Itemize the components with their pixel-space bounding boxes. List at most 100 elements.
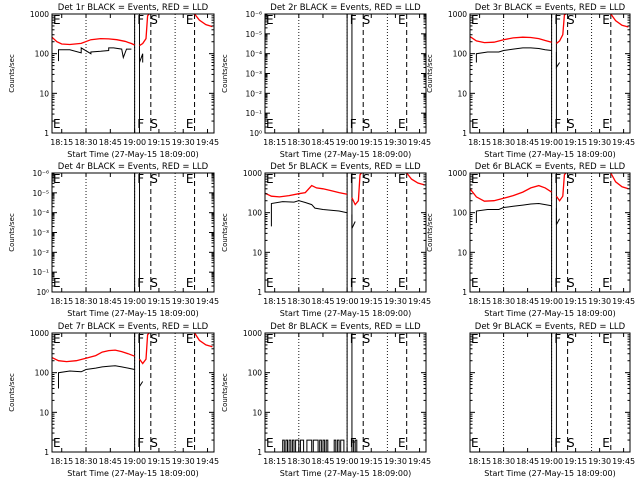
x-tick-label: 19:00: [123, 457, 146, 466]
x-axis-label: Start Time (27-May-15 18:09:00): [67, 309, 198, 318]
event-marker-s: S: [567, 172, 575, 186]
events-series-line: [475, 47, 561, 70]
y-tick-label: 100: [248, 209, 263, 218]
y-tick-label: 10: [457, 89, 467, 98]
plot-frame: [264, 172, 427, 293]
lld-series-line: [51, 13, 213, 47]
event-marker-s: S: [567, 332, 575, 346]
x-tick-label: 19:30: [172, 297, 195, 306]
event-marker-f: F: [554, 117, 561, 131]
panel-title: Det 2r BLACK = Events, RED = LLD: [270, 3, 421, 13]
x-tick-label: 18:30: [74, 138, 97, 147]
y-axis-label: Counts/sec: [8, 54, 16, 93]
x-tick-label: 19:00: [540, 297, 563, 306]
x-tick-label: 19:30: [588, 297, 611, 306]
y-tick-label: 1000: [243, 169, 262, 178]
panel-title: Det 7r BLACK = Events, RED = LLD: [58, 322, 209, 332]
plot-frame: [469, 172, 631, 293]
event-marker-f: F: [350, 13, 357, 27]
x-tick-label: 19:30: [588, 138, 611, 147]
x-tick-label: 19:00: [336, 457, 359, 466]
event-marker-e: E: [471, 436, 479, 450]
event-marker-e: E: [186, 13, 194, 27]
x-tick-label: 18:15: [468, 457, 491, 466]
y-tick-label: 10⁰: [249, 129, 262, 138]
y-tick-label: 10⁻¹: [245, 109, 262, 118]
x-tick-label: 19:00: [540, 457, 563, 466]
event-marker-e: E: [471, 332, 479, 346]
x-axis-label: Start Time (27-May-15 18:09:00): [67, 469, 198, 478]
panel-title: Det 8r BLACK = Events, RED = LLD: [270, 322, 421, 332]
y-tick-label: 10⁻¹: [32, 268, 49, 277]
x-tick-label: 18:30: [287, 138, 310, 147]
y-tick-label: 10⁻³: [32, 229, 49, 238]
panel-det-5: Det 5r BLACK = Events, RED = LLD Start Ti…: [221, 162, 431, 318]
y-axis-label: Counts/sec: [8, 373, 16, 412]
event-marker-f: F: [554, 172, 561, 186]
event-marker-f: F: [554, 13, 561, 27]
event-marker-f: F: [137, 13, 144, 27]
event-marker-e: E: [266, 172, 274, 186]
plot-frame: [51, 332, 215, 453]
x-tick-label: 19:30: [384, 457, 407, 466]
plot-frame: [51, 13, 215, 134]
event-marker-e: E: [186, 117, 194, 131]
y-tick-label: 10⁻²: [32, 248, 49, 257]
event-marker-s: S: [567, 13, 575, 27]
event-marker-e: E: [602, 276, 610, 290]
panel-det-1: Det 1r BLACK = Events, RED = LLD Start Ti…: [8, 3, 219, 159]
y-tick-label: 1000: [448, 169, 467, 178]
event-marker-e: E: [53, 436, 61, 450]
y-tick-label: 1: [257, 288, 262, 297]
y-tick-label: 10: [457, 248, 467, 257]
panel-det-9: Det 9r BLACK = Events, RED = LLD Start Ti…: [468, 322, 635, 478]
lld-series-line: [264, 172, 425, 206]
event-marker-s: S: [363, 13, 371, 27]
y-axis-label: Counts/sec: [426, 213, 434, 252]
lld-series-line: [469, 13, 629, 45]
y-tick-label: 10⁻²: [245, 89, 262, 98]
event-marker-e: E: [186, 436, 194, 450]
y-tick-label: 100: [453, 209, 468, 218]
event-marker-s: S: [363, 436, 371, 450]
event-marker-f: F: [554, 436, 561, 450]
event-marker-s: S: [150, 13, 158, 27]
y-tick-label: 10: [39, 408, 49, 417]
x-axis-label: Start Time (27-May-15 18:09:00): [280, 309, 411, 318]
y-tick-label: 10⁻⁶: [32, 169, 49, 178]
x-tick-label: 19:15: [147, 457, 170, 466]
x-tick-label: 19:30: [172, 457, 195, 466]
x-tick-label: 18:30: [287, 457, 310, 466]
event-marker-e: E: [53, 13, 61, 27]
y-tick-label: 100: [35, 50, 50, 59]
event-marker-e: E: [398, 436, 406, 450]
event-marker-s: S: [150, 172, 158, 186]
event-marker-e: E: [602, 13, 610, 27]
x-tick-label: 18:30: [492, 297, 515, 306]
y-tick-label: 10: [252, 408, 262, 417]
x-tick-label: 19:15: [564, 457, 587, 466]
panel-det-3: Det 3r BLACK = Events, RED = LLD Start Ti…: [426, 3, 635, 159]
event-marker-s: S: [567, 276, 575, 290]
panel-title: Det 5r BLACK = Events, RED = LLD: [270, 162, 421, 172]
event-marker-s: S: [567, 436, 575, 450]
y-tick-label: 10: [252, 248, 262, 257]
y-tick-label: 1000: [243, 329, 262, 338]
x-tick-label: 18:30: [492, 138, 515, 147]
x-axis-label: Start Time (27-May-15 18:09:00): [67, 150, 198, 159]
event-marker-f: F: [137, 332, 144, 346]
panel-det-8: Det 8r BLACK = Events, RED = LLD Start Ti…: [221, 322, 431, 478]
event-marker-e: E: [602, 172, 610, 186]
y-tick-label: 10⁻⁵: [32, 189, 49, 198]
panel-det-6: Det 6r BLACK = Events, RED = LLD Start Ti…: [426, 162, 635, 318]
x-axis-label: Start Time (27-May-15 18:09:00): [280, 469, 411, 478]
x-axis-label: Start Time (27-May-15 18:09:00): [280, 150, 411, 159]
event-marker-e: E: [186, 172, 194, 186]
events-series-line: [270, 200, 356, 229]
event-marker-e: E: [471, 276, 479, 290]
y-axis-label: Counts/sec: [221, 373, 229, 412]
x-tick-label: 19:15: [360, 138, 383, 147]
lld-series-line: [51, 332, 213, 365]
event-marker-e: E: [53, 117, 61, 131]
event-marker-e: E: [602, 117, 610, 131]
